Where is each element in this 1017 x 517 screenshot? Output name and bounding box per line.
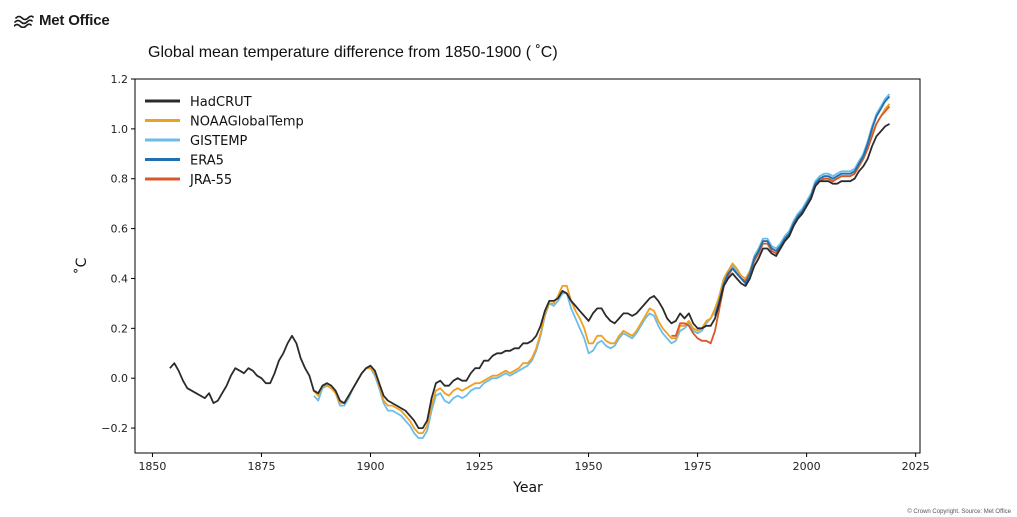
y-tick-label: 0.0: [111, 372, 129, 385]
x-tick-label: 1850: [138, 460, 166, 473]
chart-legend: HadCRUT NOAAGlobalTemp GISTEMP ERA5 JRA-55: [145, 95, 304, 188]
met-office-logo-text: Met Office: [39, 12, 110, 29]
legend-label: HadCRUT: [190, 95, 252, 110]
x-tick-label: 1900: [357, 460, 385, 473]
copyright-note: © Crown Copyright. Source: Met Office: [907, 509, 1011, 515]
y-tick-label: 1.0: [111, 123, 129, 136]
legend-label: NOAAGlobalTemp: [190, 115, 304, 130]
series-line-gistemp: [313, 93, 891, 439]
x-axis-ticks: 1850 1875 1900 1925 1950 1975 2000 2025: [138, 453, 930, 473]
plot-frame: [134, 78, 921, 454]
series-line-jra-55: [671, 105, 891, 345]
y-tick-label: −0.2: [101, 422, 128, 435]
y-axis-label: ˚C: [73, 257, 90, 274]
chart-title: Global mean temperature difference from …: [148, 44, 558, 61]
series-line-era5: [714, 95, 891, 317]
x-tick-label: 1975: [684, 460, 712, 473]
y-axis-ticks: −0.2 0.0 0.2 0.4 0.6 0.8 1.0 1.2: [101, 73, 135, 435]
series-line-noaaglobaltemp: [313, 103, 891, 434]
legend-label: ERA5: [190, 154, 224, 169]
met-office-wave-icon: [14, 14, 34, 28]
series-layer: [169, 93, 891, 439]
x-tick-label: 1925: [466, 460, 494, 473]
y-tick-label: 0.8: [111, 173, 129, 186]
x-tick-label: 2025: [902, 460, 930, 473]
x-tick-label: 2000: [793, 460, 821, 473]
y-tick-label: 0.6: [111, 223, 129, 236]
legend-label: GISTEMP: [190, 134, 248, 149]
met-office-logo: Met Office: [14, 12, 110, 29]
series-line-hadcrut: [169, 123, 890, 429]
y-tick-label: 1.2: [111, 73, 129, 86]
y-tick-label: 0.4: [111, 272, 129, 285]
x-tick-label: 1875: [247, 460, 275, 473]
x-axis-label: Year: [512, 480, 543, 496]
legend-label: JRA-55: [189, 173, 232, 188]
y-tick-label: 0.2: [111, 322, 129, 335]
x-tick-label: 1950: [575, 460, 603, 473]
